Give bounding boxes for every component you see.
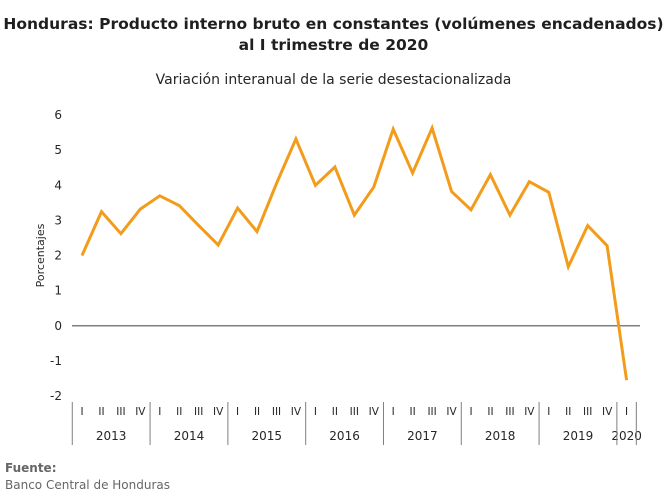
y-tick-label: 5 xyxy=(54,143,62,157)
quarter-tick-label: IV xyxy=(291,406,302,418)
source-label: Fuente: xyxy=(5,461,57,475)
quarter-tick-label: II xyxy=(254,406,260,418)
y-tick-label: 1 xyxy=(54,284,62,298)
chart-title-line-1: Honduras: Producto interno bruto en cons… xyxy=(3,15,664,33)
chart-title-line-2: al I trimestre de 2020 xyxy=(238,36,429,54)
quarter-tick-label: III xyxy=(350,406,359,418)
quarter-tick-label: I xyxy=(236,406,239,418)
chart-title: Honduras: Producto interno bruto en cons… xyxy=(0,14,667,56)
quarter-tick-label: III xyxy=(116,406,125,418)
y-tick-label: -2 xyxy=(50,389,62,403)
quarter-tick-label: II xyxy=(487,406,493,418)
series-line xyxy=(80,123,629,381)
quarter-tick-label: III xyxy=(427,406,436,418)
quarter-tick-label: IV xyxy=(135,406,146,418)
quarter-tick-label: II xyxy=(332,406,338,418)
year-label: 2015 xyxy=(252,429,283,443)
y-tick-label: 2 xyxy=(54,249,62,263)
source-text: Banco Central de Honduras xyxy=(5,478,170,492)
quarter-tick-label: I xyxy=(625,406,628,418)
quarter-tick-label: III xyxy=(505,406,514,418)
year-label: 2013 xyxy=(96,429,127,443)
quarter-tick-label: IV xyxy=(213,406,224,418)
y-tick-label: 4 xyxy=(54,178,62,192)
quarter-tick-label: I xyxy=(547,406,550,418)
y-tick-label: 6 xyxy=(54,108,62,122)
year-label: 2019 xyxy=(563,429,594,443)
quarter-tick-label: II xyxy=(176,406,182,418)
quarter-tick-label: IV xyxy=(446,406,457,418)
year-label: 2020 xyxy=(611,429,642,443)
quarter-tick-label: I xyxy=(314,406,317,418)
quarter-tick-label: IV xyxy=(602,406,613,418)
y-axis-label: Porcentajes xyxy=(34,223,47,287)
quarter-tick-label: I xyxy=(158,406,161,418)
quarter-tick-label: III xyxy=(194,406,203,418)
quarter-tick-label: I xyxy=(469,406,472,418)
quarter-tick-label: IV xyxy=(524,406,535,418)
year-label: 2017 xyxy=(407,429,438,443)
quarter-tick-label: I xyxy=(392,406,395,418)
year-label: 2014 xyxy=(174,429,205,443)
quarter-tick-label: I xyxy=(80,406,83,418)
quarter-tick-label: III xyxy=(583,406,592,418)
quarter-tick-label: II xyxy=(565,406,571,418)
quarter-tick-label: II xyxy=(98,406,104,418)
quarter-tick-label: III xyxy=(272,406,281,418)
y-tick-label: 3 xyxy=(54,213,62,227)
chart-subtitle: Variación interanual de la serie desesta… xyxy=(155,72,512,88)
year-label: 2018 xyxy=(485,429,516,443)
y-tick-label: -1 xyxy=(50,354,62,368)
y-tick-label: 0 xyxy=(54,319,62,333)
quarter-tick-label: II xyxy=(410,406,416,418)
source-note: Fuente: Banco Central de Honduras xyxy=(5,460,170,494)
quarter-tick-label: IV xyxy=(369,406,380,418)
year-label: 2016 xyxy=(329,429,360,443)
